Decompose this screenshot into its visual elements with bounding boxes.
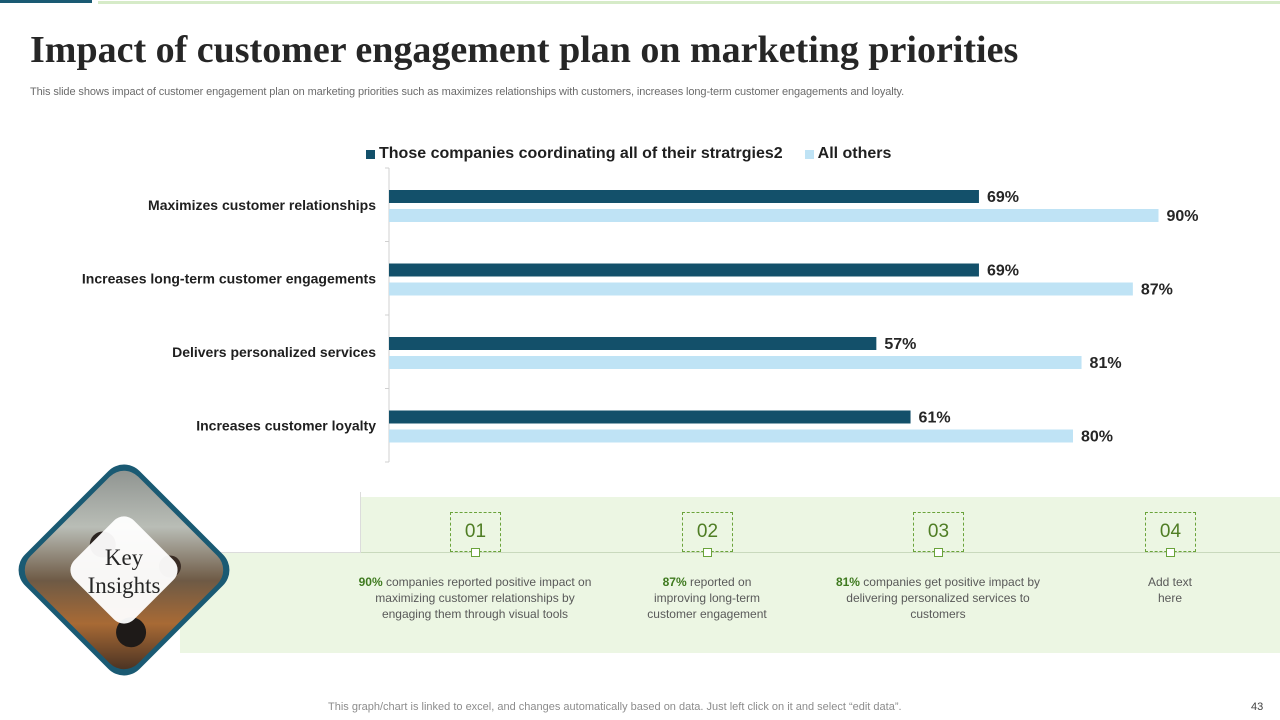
key-insights-badge: Key Insights [9,455,239,685]
footer-note: This graph/chart is linked to excel, and… [328,701,902,713]
legend-label-all-others: All others [817,145,892,162]
bar-all-others [389,429,1073,443]
page-subtitle: This slide shows impact of customer enga… [30,86,905,98]
bar-all-others [389,282,1133,296]
step-text: 87% reported on improving long-term cust… [647,574,767,622]
insights-band [180,497,1280,653]
bar-all-others [389,356,1082,369]
step-description: companies reported positive impact on ma… [375,575,592,621]
bar-chart[interactable]: Maximizes customer relationships 69% 90% In… [0,0,1280,500]
bar-coordinating [389,337,877,350]
bar-coordinating [389,190,979,203]
step-description: companies get positive impact by deliver… [846,575,1041,621]
bar-value-label: 57% [884,336,916,353]
step-marker [1166,548,1175,557]
step-highlight: 87% [662,575,687,589]
step-text: 81% companies get positive impact by del… [828,574,1048,622]
legend-label-coordinating: Those companies coordinating all of thei… [379,145,783,162]
category-label: Increases long-term customer engagements [82,271,376,287]
page-number: 43 [1251,701,1264,713]
insights-timeline-line [361,552,1280,553]
chart-legend: Those companies coordinating all of thei… [366,145,913,163]
bar-all-others [389,209,1159,222]
step-marker [703,548,712,557]
category-label: Delivers personalized services [172,344,376,360]
bar-value-label: 69% [987,189,1019,206]
bar-value-label: 90% [1167,208,1199,225]
step-marker [934,548,943,557]
legend-item-coordinating: Those companies coordinating all of thei… [366,145,783,163]
legend-swatch-light [804,149,814,159]
step-description: Add text here [1147,575,1193,605]
step-text[interactable]: Add text here [1135,574,1205,606]
bar-value-label: 80% [1081,429,1113,446]
step-number-box: 01 [450,512,501,552]
step-description: reported on improving long-term customer… [647,575,767,621]
step-number-box: 02 [682,512,733,552]
bar-value-label: 61% [919,410,951,427]
bar-value-label: 87% [1141,282,1173,299]
step-number-box: 03 [913,512,964,552]
legend-item-all-others: All others [804,145,892,163]
legend-swatch-dark [366,149,375,159]
step-marker [471,548,480,557]
bar-coordinating [389,263,979,277]
bar-coordinating [389,410,911,424]
key-insights-line2: Insights [87,573,161,598]
step-highlight: 90% [358,575,383,589]
bar-value-label: 69% [987,263,1019,280]
category-label: Increases customer loyalty [196,418,376,434]
category-label: Maximizes customer relationships [148,197,376,213]
page-title: Impact of customer engagement plan on ma… [30,29,1019,71]
step-highlight: 81% [835,575,860,589]
key-insights-line1: Key [104,545,144,570]
step-number-box: 04 [1145,512,1196,552]
step-text: 90% companies reported positive impact o… [355,574,595,622]
bar-value-label: 81% [1090,355,1122,372]
top-accent-bar [0,0,92,3]
key-insights-heading: Key Insights [54,544,194,600]
top-accent-line [98,1,1280,4]
